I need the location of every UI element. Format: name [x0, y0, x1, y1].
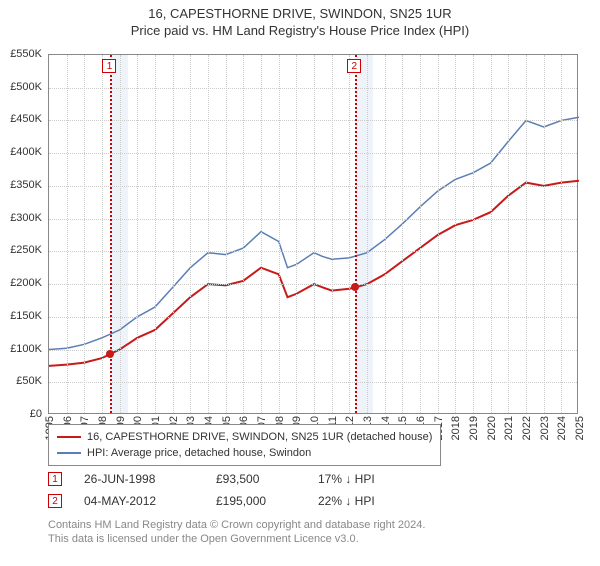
hgrid: [49, 317, 577, 318]
plot-area: 12: [48, 54, 578, 414]
y-axis-label: £250K: [10, 244, 42, 256]
vgrid: [402, 55, 403, 413]
footer-line1: Contains HM Land Registry data © Crown c…: [48, 518, 425, 532]
hgrid: [49, 251, 577, 252]
hgrid: [49, 284, 577, 285]
hgrid: [49, 153, 577, 154]
record-pct: 17% ↓ HPI: [318, 468, 408, 490]
vgrid: [137, 55, 138, 413]
marker-line: [110, 55, 112, 413]
vgrid: [561, 55, 562, 413]
hgrid: [49, 350, 577, 351]
y-axis-label: £50K: [16, 375, 42, 387]
y-axis-label: £200K: [10, 277, 42, 289]
legend: 16, CAPESTHORNE DRIVE, SWINDON, SN25 1UR…: [48, 424, 441, 466]
vgrid: [508, 55, 509, 413]
marker-label: 2: [347, 59, 361, 73]
vgrid: [438, 55, 439, 413]
vgrid: [279, 55, 280, 413]
vgrid: [261, 55, 262, 413]
vgrid: [385, 55, 386, 413]
x-axis-label: 2018: [450, 416, 462, 440]
record-num: 2: [48, 494, 62, 508]
hgrid: [49, 219, 577, 220]
chart-title-line2: Price paid vs. HM Land Registry's House …: [0, 23, 600, 38]
legend-row: 16, CAPESTHORNE DRIVE, SWINDON, SN25 1UR…: [57, 429, 432, 445]
chart: 12 £0£50K£100K£150K£200K£250K£300K£350K£…: [48, 54, 578, 414]
vgrid: [526, 55, 527, 413]
y-axis-label: £150K: [10, 310, 42, 322]
vgrid: [367, 55, 368, 413]
y-axis-label: £550K: [10, 48, 42, 60]
y-axis-label: £400K: [10, 146, 42, 158]
vgrid: [455, 55, 456, 413]
chart-title-line1: 16, CAPESTHORNE DRIVE, SWINDON, SN25 1UR: [0, 6, 600, 21]
record-date: 26-JUN-1998: [84, 468, 194, 490]
vgrid: [190, 55, 191, 413]
marker-dot: [351, 283, 359, 291]
vgrid: [102, 55, 103, 413]
x-axis-label: 2019: [468, 416, 480, 440]
sale-records: 1 26-JUN-1998 £93,500 17% ↓ HPI 2 04-MAY-2012…: [48, 468, 408, 512]
hgrid: [49, 382, 577, 383]
vgrid: [226, 55, 227, 413]
legend-swatch: [57, 436, 81, 438]
hgrid: [49, 186, 577, 187]
marker-line: [355, 55, 357, 413]
vgrid: [491, 55, 492, 413]
vgrid: [243, 55, 244, 413]
vgrid: [67, 55, 68, 413]
marker-label: 1: [102, 59, 116, 73]
legend-row: HPI: Average price, detached house, Swin…: [57, 445, 432, 461]
vgrid: [349, 55, 350, 413]
vgrid: [544, 55, 545, 413]
vgrid: [314, 55, 315, 413]
vgrid: [420, 55, 421, 413]
y-axis-label: £100K: [10, 343, 42, 355]
record-row: 1 26-JUN-1998 £93,500 17% ↓ HPI: [48, 468, 408, 490]
y-axis-label: £350K: [10, 179, 42, 191]
vgrid: [208, 55, 209, 413]
x-axis-label: 2020: [486, 416, 498, 440]
record-date: 04-MAY-2012: [84, 490, 194, 512]
legend-label: HPI: Average price, detached house, Swin…: [87, 445, 311, 461]
hgrid: [49, 120, 577, 121]
marker-dot: [106, 350, 114, 358]
hgrid: [49, 88, 577, 89]
vgrid: [173, 55, 174, 413]
vgrid: [155, 55, 156, 413]
x-axis-label: 2022: [521, 416, 533, 440]
footer-attribution: Contains HM Land Registry data © Crown c…: [48, 518, 425, 546]
record-row: 2 04-MAY-2012 £195,000 22% ↓ HPI: [48, 490, 408, 512]
x-axis-label: 2021: [503, 416, 515, 440]
y-axis-label: £300K: [10, 212, 42, 224]
y-axis-label: £450K: [10, 113, 42, 125]
vgrid: [120, 55, 121, 413]
legend-swatch: [57, 452, 81, 454]
vgrid: [84, 55, 85, 413]
x-axis-label: 2025: [574, 416, 586, 440]
record-price: £195,000: [216, 490, 296, 512]
record-price: £93,500: [216, 468, 296, 490]
vgrid: [296, 55, 297, 413]
y-axis-label: £500K: [10, 81, 42, 93]
record-pct: 22% ↓ HPI: [318, 490, 408, 512]
record-num: 1: [48, 472, 62, 486]
legend-label: 16, CAPESTHORNE DRIVE, SWINDON, SN25 1UR…: [87, 429, 432, 445]
footer-line2: This data is licensed under the Open Gov…: [48, 532, 425, 546]
vgrid: [332, 55, 333, 413]
vgrid: [473, 55, 474, 413]
y-axis-label: £0: [30, 408, 42, 420]
x-axis-label: 2023: [539, 416, 551, 440]
x-axis-label: 2024: [556, 416, 568, 440]
